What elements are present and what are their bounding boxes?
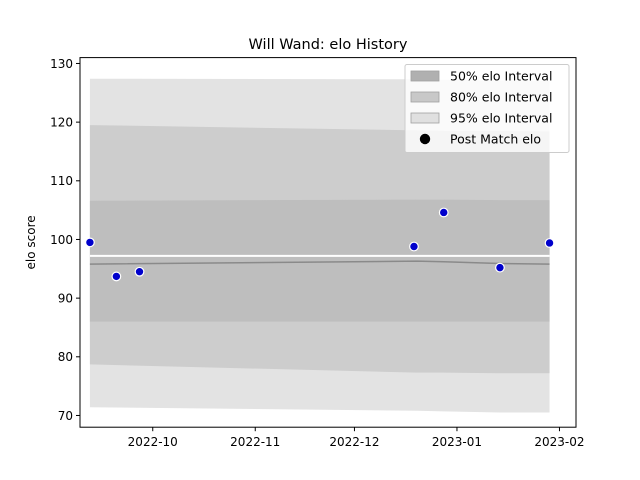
- legend-swatch: [410, 112, 440, 124]
- x-tick-label: 2023-01: [432, 435, 482, 449]
- x-tick-label: 2023-02: [534, 435, 584, 449]
- post-match-point: [495, 262, 505, 273]
- axes-frame: [79, 57, 577, 428]
- y-tick-label: 70: [58, 409, 73, 423]
- x-tick-label: 2022-10: [128, 435, 178, 449]
- legend-marker: [419, 133, 431, 145]
- legend-box: [404, 64, 570, 153]
- y-tick-label: 80: [58, 350, 73, 364]
- x-tick-label: 2022-12: [329, 435, 379, 449]
- y-tick-label: 110: [50, 174, 73, 188]
- interval-band-3: [89, 199, 550, 322]
- post-match-point: [111, 271, 122, 282]
- legend-swatch: [410, 70, 440, 82]
- x-axis: 2022-10 2022-11 2022-12 2023-01 2023-02: [128, 427, 585, 449]
- post-match-point: [544, 238, 555, 248]
- mean-elo-line: [89, 260, 550, 265]
- legend-label: 50% elo Interval: [450, 69, 552, 84]
- y-tick-label: 90: [58, 291, 73, 305]
- y-axis-title: elo score: [24, 215, 38, 269]
- y-tick-label: 100: [50, 233, 73, 247]
- post-match-point: [409, 241, 419, 252]
- plot-area: [85, 78, 555, 413]
- chart-title: Will Wand: elo History: [249, 37, 408, 53]
- post-match-point: [134, 266, 145, 277]
- y-axis: 70 80 90 100 110 120 130: [50, 57, 80, 423]
- y-tick-label: 120: [50, 115, 73, 129]
- x-tick-label: 2022-11: [230, 435, 280, 449]
- legend-swatch: [410, 91, 440, 103]
- legend: 50% elo Interval 80% elo Interval 95% elo …: [404, 64, 570, 153]
- y-tick-label: 130: [50, 57, 73, 71]
- legend-label: 95% elo Interval: [450, 111, 552, 126]
- legend-label: 80% elo Interval: [450, 90, 552, 105]
- post-match-point: [438, 207, 449, 218]
- post-match-point: [85, 237, 95, 248]
- legend-label: Post Match elo: [450, 132, 541, 147]
